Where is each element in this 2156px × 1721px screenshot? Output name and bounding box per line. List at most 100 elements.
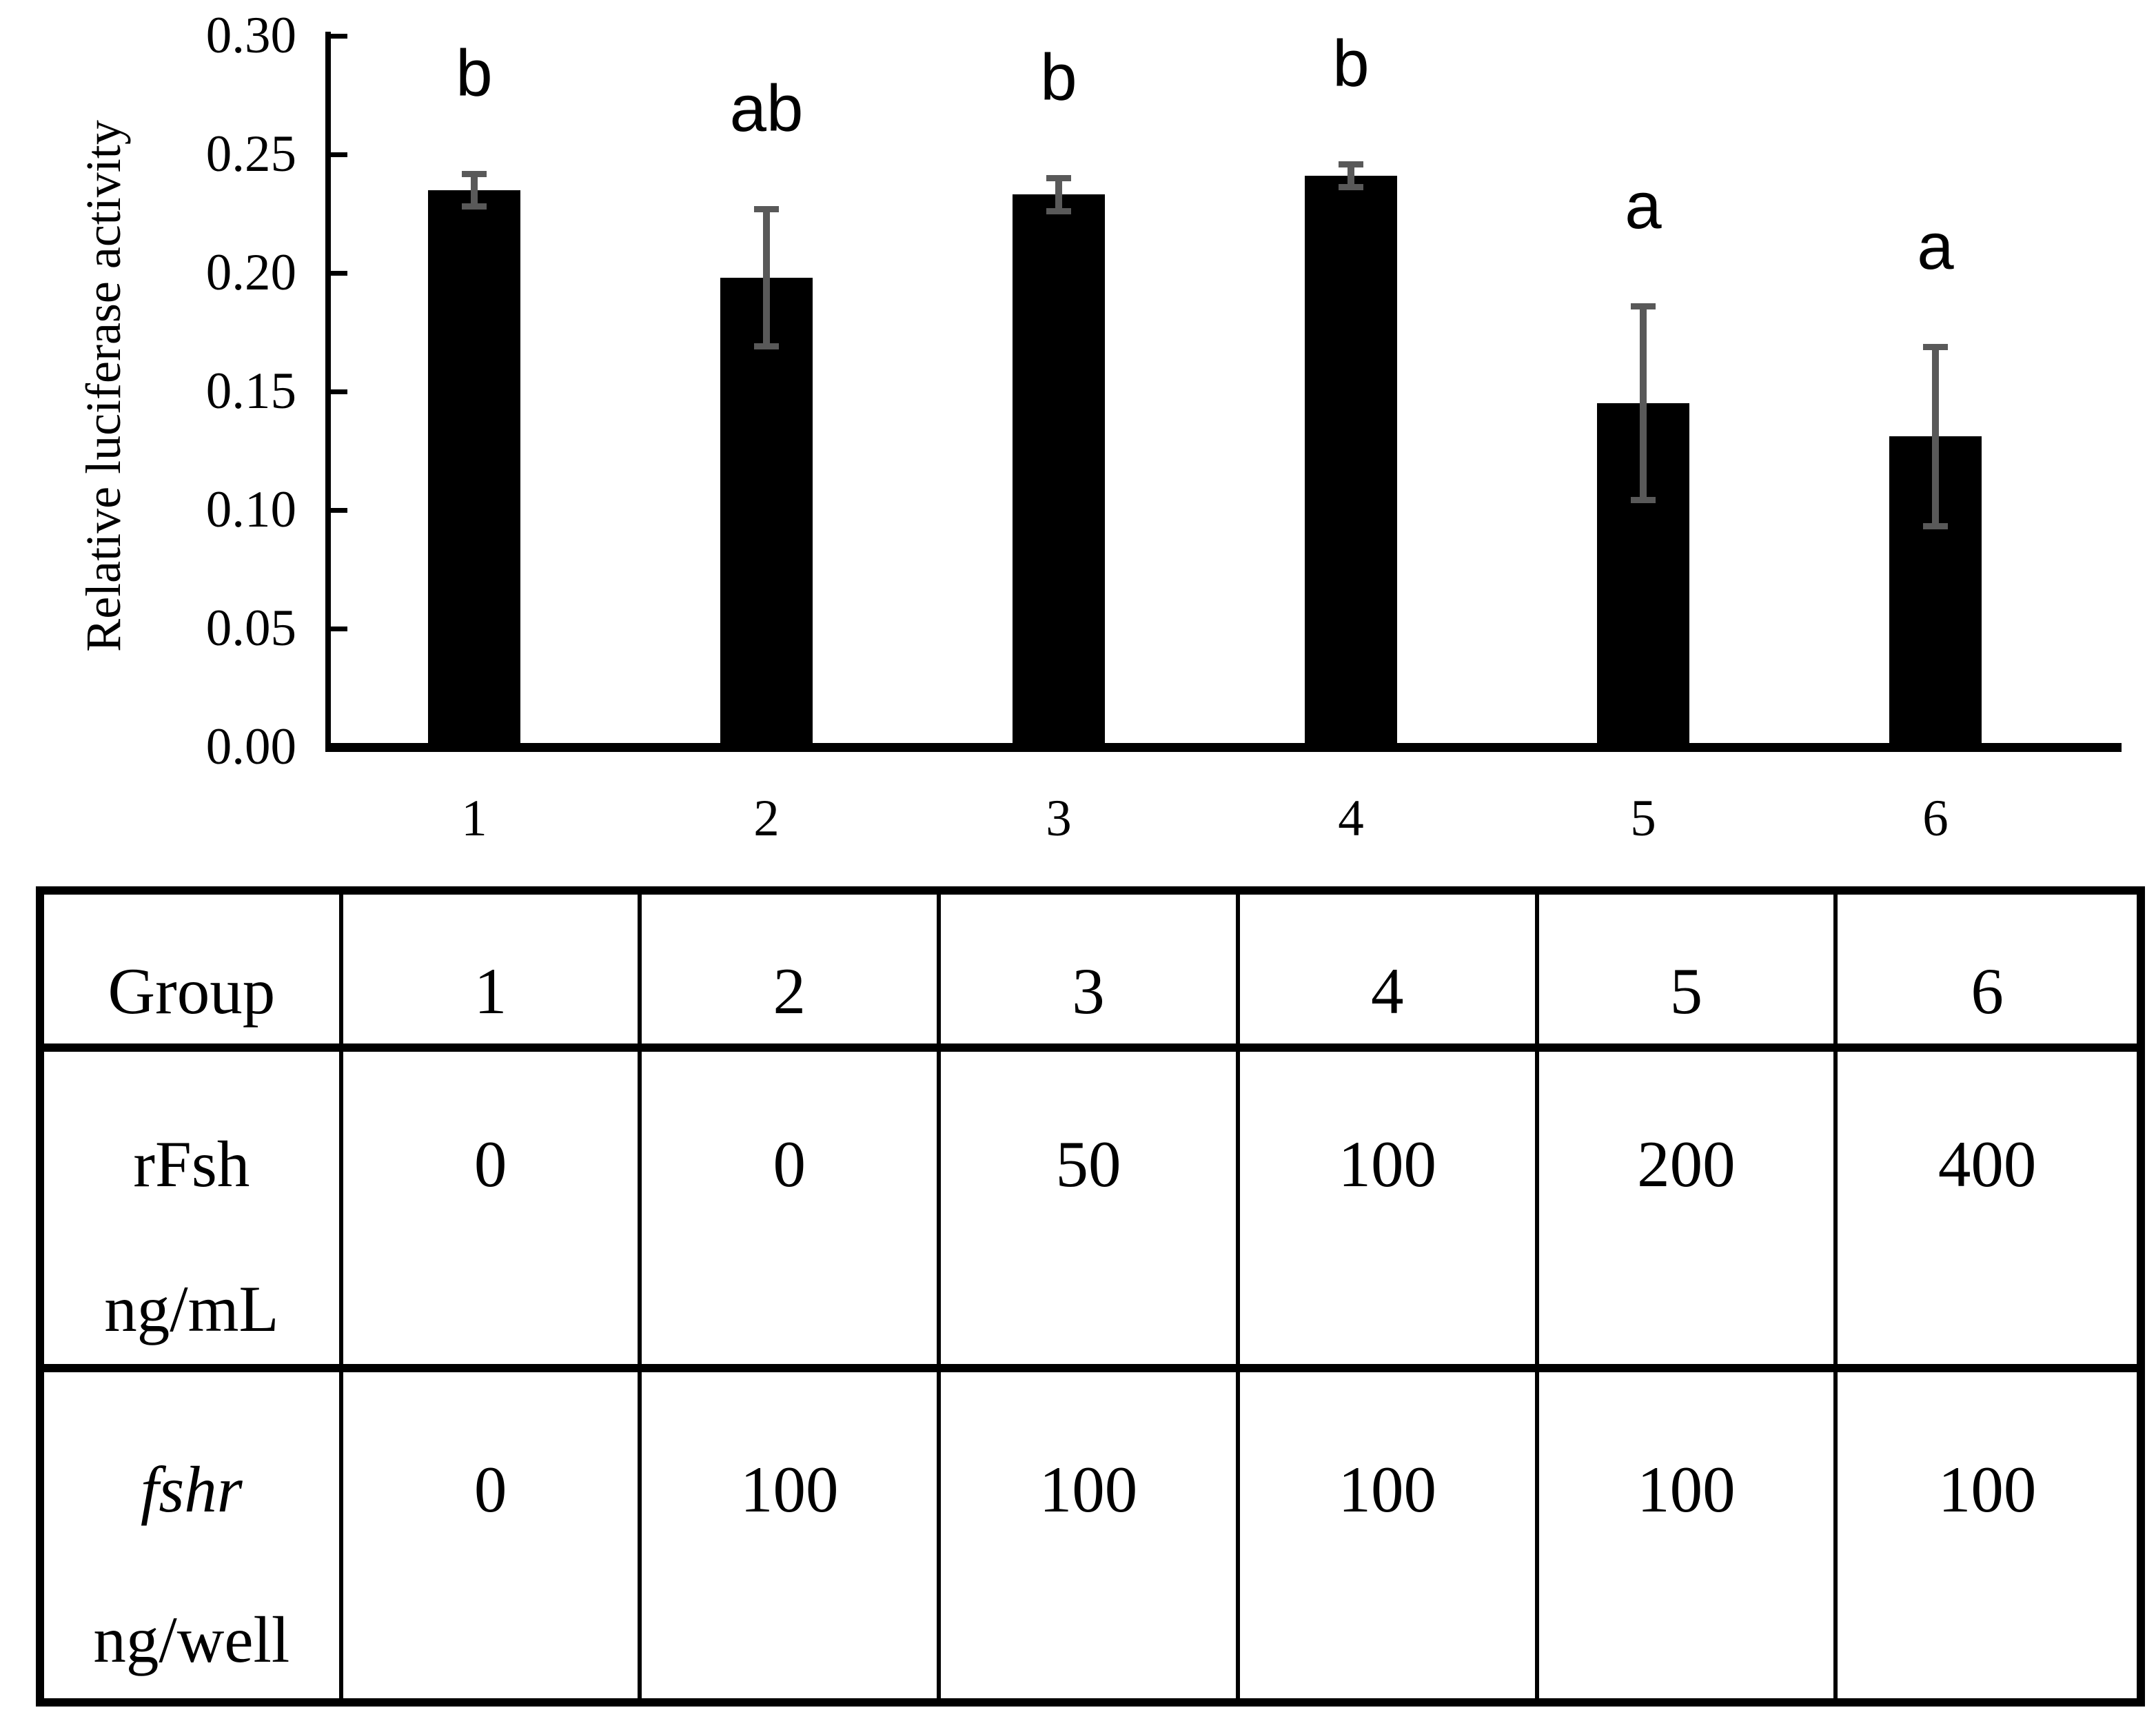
cell-value: 200 [1637,1127,1736,1201]
row-label-line1: rFsh [133,1127,250,1201]
y-tick [331,152,347,157]
table-value-cell: 0 [343,1372,642,1698]
cell-value: 6 [1971,955,2004,1028]
error-bar-whisker [1055,178,1062,212]
y-axis-title: Relative luciferase activity [76,120,131,652]
cell-value: 100 [740,1452,839,1526]
x-tick-label: 6 [1922,790,1949,847]
y-tick [331,626,347,631]
table-value-cell: 0 [343,1052,642,1372]
table-value-cell: 100 [941,1372,1240,1698]
error-bar-cap-bottom [754,343,779,349]
y-tick-label: 0.05 [205,600,296,657]
table-row-label-cell: Group [44,895,343,1052]
cell-value: 400 [1938,1127,2037,1201]
y-tick [331,33,347,39]
error-bar-whisker [1348,163,1354,188]
cell-value: 2 [773,955,806,1028]
bar [1013,194,1105,747]
cell-value-spacer [642,1607,937,1698]
table-value-cell: 100 [1838,1372,2137,1698]
table-row-label-cell: fshr ng/well [44,1372,343,1698]
x-axis-line [325,743,2122,752]
table-value-cell: 1 [343,895,642,1052]
cell-value-spacer [642,1276,937,1364]
significance-letter: a [1625,169,1662,243]
x-tick-label: 4 [1338,790,1364,847]
x-tick-label: 1 [461,790,487,847]
cell-value: 50 [1055,1127,1121,1201]
bar-chart: Relative luciferase activity 0.30 0.25 0.2… [0,0,2156,855]
x-tick-label: 3 [1046,790,1072,847]
table-value-cell: 4 [1239,895,1539,1052]
error-bar-cap-top [1923,343,1948,350]
cell-value: 0 [474,1127,507,1201]
error-bar-cap-top [1339,161,1363,167]
y-tick [331,507,347,513]
y-tick-label: 0.25 [205,125,296,183]
bar [720,277,813,747]
table-value-cell: 3 [941,895,1240,1052]
x-tick-label: 2 [753,790,780,847]
table-value-cell: 400 [1838,1052,2137,1372]
y-axis-line [325,32,331,751]
table-value-cell: 0 [642,1052,942,1372]
table-value-cell: 100 [1539,1372,1838,1698]
cell-value: 100 [1938,1452,2037,1526]
table-value-cell: 6 [1838,895,2137,1052]
table-value-cell: 50 [941,1052,1240,1372]
significance-letter: b [1332,26,1370,101]
cell-value: 4 [1370,955,1404,1028]
y-tick [331,270,347,276]
table-value-cell: 200 [1538,1052,1838,1372]
table-value-cell: 100 [1240,1372,1539,1698]
error-bar-cap-bottom [1046,207,1071,214]
error-bar-whisker [471,173,478,207]
row-label: Group [108,955,276,1028]
error-bar-cap-bottom [1631,497,1656,504]
cell-value-spacer [343,1607,638,1698]
error-bar-cap-bottom [1339,184,1363,191]
significance-letter: a [1917,209,1954,283]
cell-value-spacer [1838,1276,2137,1364]
cell-value: 3 [1072,955,1105,1028]
cell-value: 100 [1039,1452,1138,1526]
y-tick-label: 0.15 [205,363,296,420]
y-tick-label: 0.10 [205,481,296,538]
error-bar-cap-top [462,170,487,177]
table-value-cell: 2 [642,895,942,1052]
y-tick-label: 0.00 [205,718,296,775]
data-table: Group 1 2 3 4 5 6 rFsh ng/mL 0 0 50 100 200 400 fshr ng/… [36,886,2145,1707]
error-bar-whisker [1932,346,1939,527]
error-bar-whisker [1640,306,1647,501]
cell-value-spacer [941,1607,1236,1698]
x-tick-label: 5 [1630,790,1656,847]
row-label-line1: fshr [140,1452,243,1526]
error-bar-cap-top [754,206,779,213]
significance-letter: b [1040,41,1077,115]
y-tick [331,389,347,394]
significance-letter: b [456,36,493,110]
cell-value: 100 [1338,1127,1436,1201]
cell-value-spacer [1539,1607,1834,1698]
cell-value: 100 [1637,1452,1736,1526]
cell-value: 100 [1338,1452,1436,1526]
bar [1305,175,1397,747]
cell-value-spacer [1240,1607,1535,1698]
bar [428,190,520,747]
error-bar-cap-bottom [1923,523,1948,530]
table-value-cell: 100 [1239,1052,1539,1372]
cell-value: 1 [474,955,507,1028]
error-bar-cap-top [1631,303,1656,310]
error-bar-cap-bottom [462,203,487,210]
cell-value-spacer [941,1276,1236,1364]
cell-value: 5 [1669,955,1703,1028]
cell-value-spacer [1539,1276,1834,1364]
row-label-line2: ng/mL [104,1272,279,1346]
row-label-line2: ng/well [93,1602,290,1676]
error-bar-cap-top [1046,175,1071,182]
cell-value-spacer [343,1276,638,1364]
table-value-cell: 5 [1538,895,1838,1052]
cell-value-spacer [1240,1276,1535,1364]
